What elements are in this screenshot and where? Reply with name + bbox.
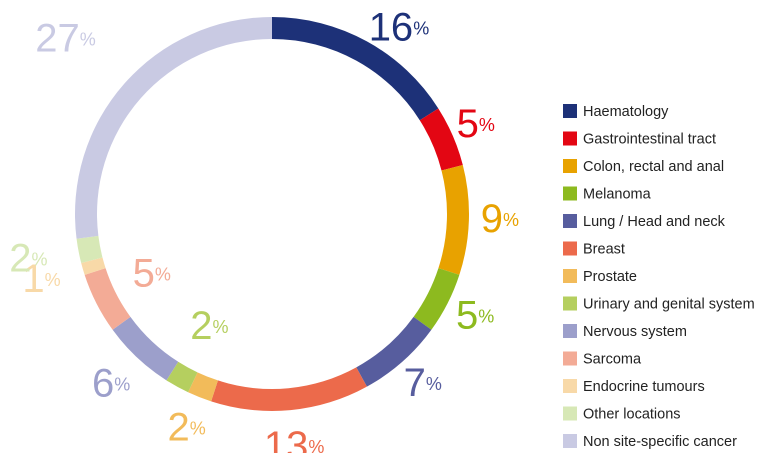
legend-swatch <box>563 241 577 256</box>
legend-swatch <box>563 351 577 366</box>
legend-swatch <box>563 104 577 118</box>
value-label: 7% <box>404 361 442 405</box>
legend-swatch <box>563 406 577 421</box>
legend-swatch <box>563 324 577 338</box>
donut-segment <box>413 268 460 330</box>
value-label: 27% <box>35 16 96 60</box>
donut-segment <box>272 17 439 121</box>
legend-label: Prostate <box>583 269 637 285</box>
donut-segment <box>356 316 432 387</box>
donut-segment <box>74 17 272 239</box>
legend-label: Other locations <box>583 406 681 422</box>
value-label: 9% <box>481 197 519 241</box>
legend-label: Colon, rectal and anal <box>583 159 724 175</box>
legend-label: Gastrointestinal tract <box>583 131 716 147</box>
value-label: 5% <box>456 293 494 337</box>
value-label: 1% <box>22 257 60 301</box>
legend-swatch <box>563 434 577 448</box>
legend-swatch <box>563 131 577 146</box>
legend-swatch <box>563 186 577 201</box>
legend-swatch <box>563 269 577 283</box>
value-label: 2% <box>190 303 228 347</box>
donut-segment <box>76 235 103 263</box>
legend-label: Haematology <box>583 104 669 120</box>
legend-swatch <box>563 214 577 228</box>
value-label: 2% <box>167 405 205 449</box>
donut-segment <box>112 316 179 381</box>
legend-label: Endocrine tumours <box>583 379 705 395</box>
donut-segment <box>419 108 463 171</box>
value-label: 2% <box>9 236 47 280</box>
legend-label: Sarcoma <box>583 351 642 367</box>
donut-segment <box>438 165 469 275</box>
donut-segment <box>81 257 106 275</box>
value-label: 16% <box>369 5 430 49</box>
value-label: 5% <box>457 101 495 145</box>
donut-segment <box>211 367 367 411</box>
value-label: 6% <box>92 361 130 405</box>
donut-segment <box>188 372 218 402</box>
legend-label: Melanoma <box>583 186 652 202</box>
legend-label: Non site-specific cancer <box>583 434 737 450</box>
legend-swatch <box>563 379 577 393</box>
legend-label: Lung / Head and neck <box>583 214 726 230</box>
legend-label: Nervous system <box>583 324 687 340</box>
legend-label: Urinary and genital system <box>583 296 755 312</box>
legend-swatch <box>563 159 577 173</box>
legend-label: Breast <box>583 241 625 257</box>
donut-segment <box>84 268 131 330</box>
value-label: 5% <box>133 251 171 295</box>
donut-segment <box>166 361 198 393</box>
legend-swatch <box>563 296 577 311</box>
value-label: 13% <box>264 424 325 453</box>
